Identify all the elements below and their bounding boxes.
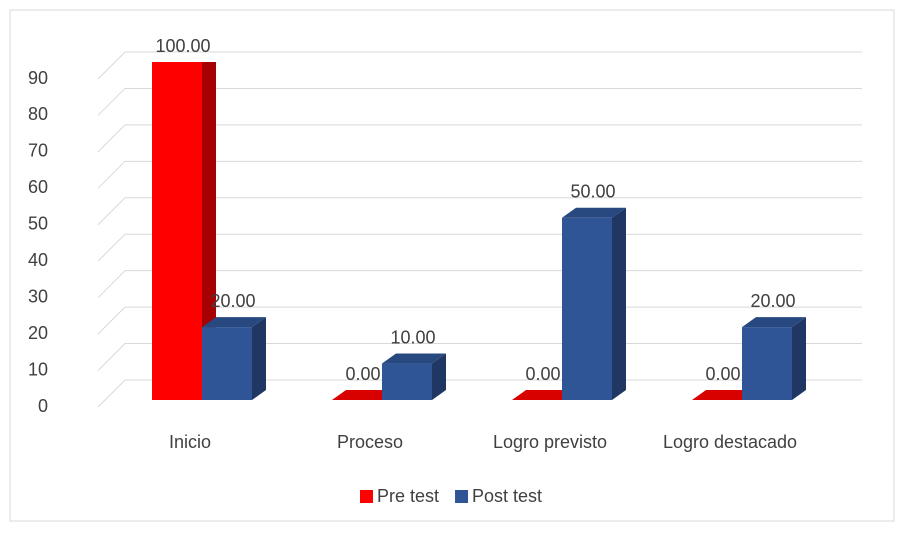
bar (742, 317, 806, 400)
x-tick-label: Logro previsto (493, 432, 607, 452)
grid-line (97, 124, 862, 153)
grid-line (97, 160, 862, 189)
legend-label: Pre test (377, 486, 439, 506)
bar-side (252, 317, 266, 400)
x-tick-label: Logro destacado (663, 432, 797, 452)
bar-side (202, 62, 216, 400)
x-tick-label: Inicio (169, 432, 211, 452)
x-tick-label: Proceso (337, 432, 403, 452)
bar-top (742, 317, 806, 328)
data-label: 100.00 (155, 36, 210, 56)
bar (152, 62, 216, 401)
y-tick-label: 40 (28, 250, 48, 270)
bar-front (152, 62, 202, 401)
y-tick-label: 80 (28, 104, 48, 124)
bar-front (562, 217, 612, 400)
legend-label: Post test (472, 486, 542, 506)
bar (382, 353, 446, 400)
y-tick-label: 20 (28, 323, 48, 343)
data-label: 10.00 (390, 327, 435, 347)
grid-line (97, 51, 862, 80)
bar-side (432, 353, 446, 400)
y-tick-label: 30 (28, 286, 48, 306)
data-label: 0.00 (345, 364, 380, 384)
legend-swatch (360, 490, 373, 503)
data-label: 50.00 (570, 182, 615, 202)
data-label: 20.00 (750, 291, 795, 311)
y-tick-label: 70 (28, 141, 48, 161)
y-tick-label: 0 (38, 396, 48, 416)
legend-swatch (455, 490, 469, 503)
bar-front (382, 363, 432, 400)
bar-front (742, 327, 792, 400)
data-label: 20.00 (210, 291, 255, 311)
bars (152, 62, 806, 401)
y-tick-label: 90 (28, 68, 48, 88)
bar-side (612, 207, 626, 400)
data-label: 0.00 (525, 364, 560, 384)
bar (332, 390, 396, 400)
bar-side (792, 317, 806, 400)
bar-top (692, 390, 756, 400)
y-tick-label: 50 (28, 214, 48, 234)
bar-top (332, 390, 396, 400)
y-tick-label: 10 (28, 359, 48, 379)
bar-front (202, 327, 252, 400)
data-label: 0.00 (705, 364, 740, 384)
bar (562, 207, 626, 400)
bar (692, 390, 756, 400)
bar (202, 317, 266, 400)
bar-top (562, 207, 626, 218)
bar (512, 390, 576, 400)
grid-line (97, 197, 862, 226)
y-tick-label: 60 (28, 177, 48, 197)
bar-top (382, 353, 446, 364)
grid-line (97, 87, 862, 116)
bar-top (512, 390, 576, 400)
bar-top (202, 317, 266, 328)
